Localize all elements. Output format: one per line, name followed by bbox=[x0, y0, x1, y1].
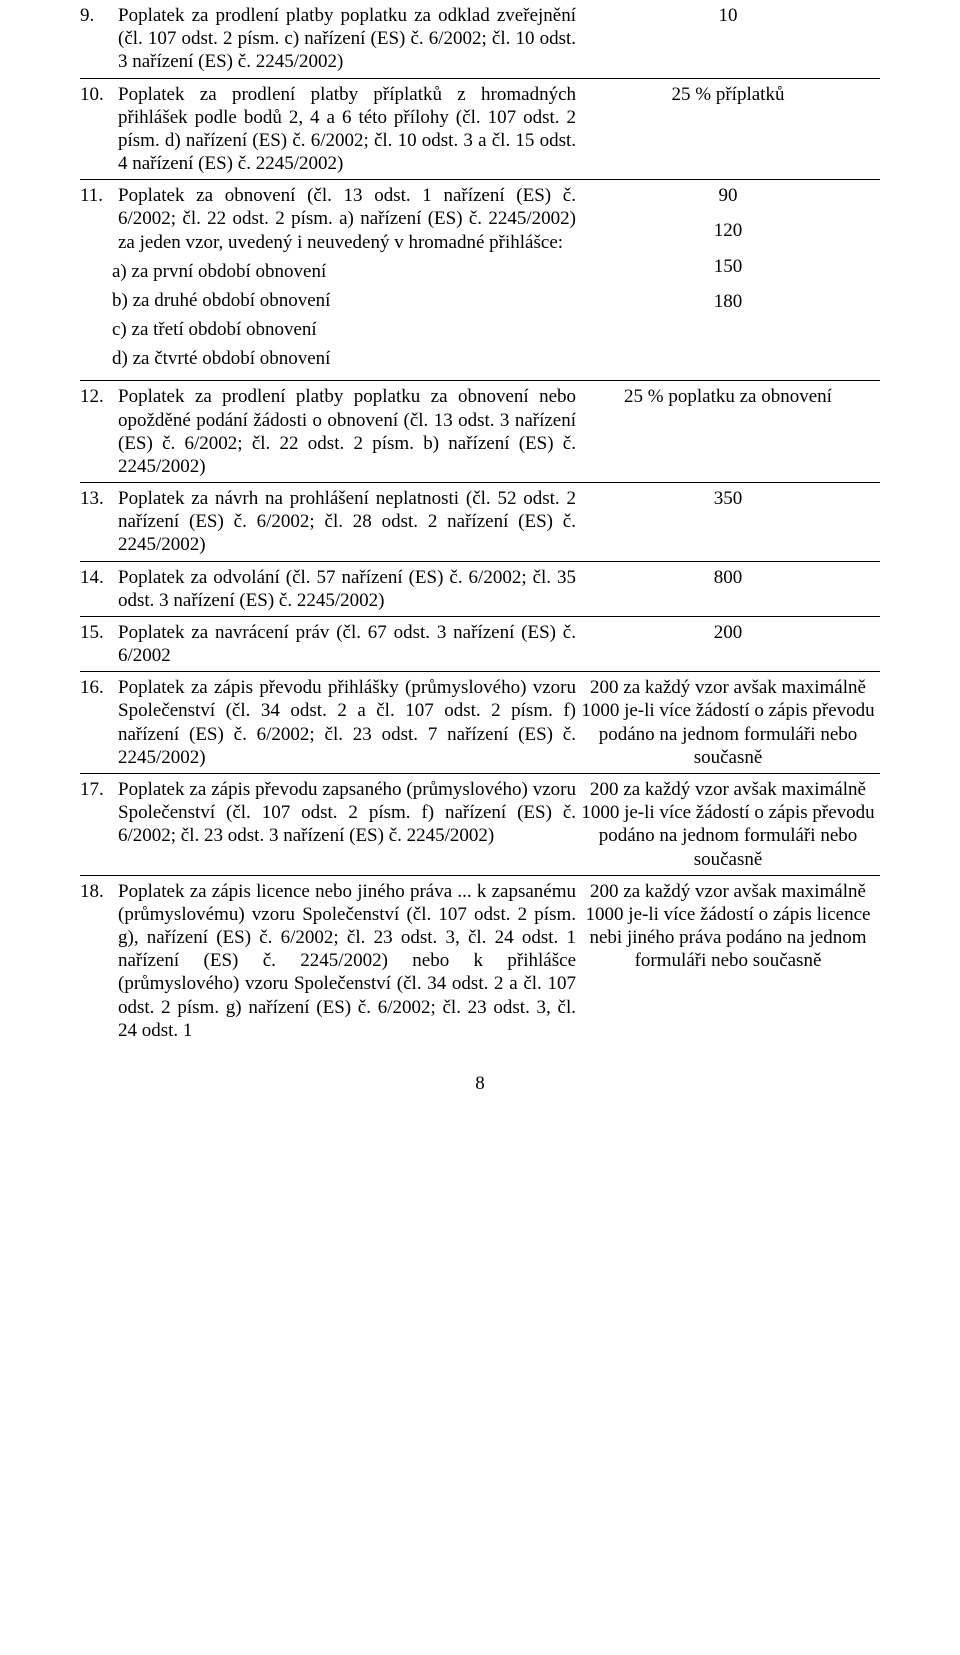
item-number: 11. bbox=[80, 184, 112, 254]
item-value: 200 za každý vzor avšak maximálně 1000 j… bbox=[576, 880, 880, 973]
sub-item: a) za první období obnovení bbox=[112, 260, 576, 283]
item-number: 17. bbox=[80, 778, 112, 848]
table-row: 18. Poplatek za zápis licence nebo jinéh… bbox=[80, 875, 880, 1046]
page: 9. Poplatek za prodlení platby poplatku … bbox=[0, 0, 960, 1135]
item-text: Poplatek za prodlení platby poplatku za … bbox=[118, 385, 576, 478]
item-value: 200 bbox=[576, 621, 880, 644]
item-value: 10 bbox=[576, 4, 880, 27]
table-row: 16. Poplatek za zápis převodu přihlášky … bbox=[80, 672, 880, 774]
item-number: 10. bbox=[80, 83, 112, 176]
table-row: 17. Poplatek za zápis převodu zapsaného … bbox=[80, 773, 880, 875]
item-text: Poplatek za prodlení platby poplatku za … bbox=[118, 4, 576, 74]
item-value: 200 za každý vzor avšak maximálně 1000 j… bbox=[576, 778, 880, 871]
fee-table: 9. Poplatek za prodlení platby poplatku … bbox=[80, 0, 880, 1046]
item-number: 14. bbox=[80, 566, 112, 612]
sub-value: 120 bbox=[576, 219, 880, 242]
item-number: 13. bbox=[80, 487, 112, 557]
item-text: Poplatek za obnovení (čl. 13 odst. 1 nař… bbox=[118, 184, 576, 254]
table-row: 13. Poplatek za návrh na prohlášení nepl… bbox=[80, 483, 880, 562]
table-row: 11. Poplatek za obnovení (čl. 13 odst. 1… bbox=[80, 180, 880, 381]
page-number: 8 bbox=[80, 1072, 880, 1095]
item-text: Poplatek za navrácení práv (čl. 67 odst.… bbox=[118, 621, 576, 667]
table-row: 12. Poplatek za prodlení platby poplatku… bbox=[80, 381, 880, 483]
sub-item: c) za třetí období obnovení bbox=[112, 318, 576, 341]
item-value: 200 za každý vzor avšak maximálně 1000 j… bbox=[576, 676, 880, 769]
item-value: 800 bbox=[576, 566, 880, 589]
item-text: Poplatek za odvolání (čl. 57 nařízení (E… bbox=[118, 566, 576, 612]
sub-item: b) za druhé období obnovení bbox=[112, 289, 576, 312]
item-number: 15. bbox=[80, 621, 112, 667]
table-row: 9. Poplatek za prodlení platby poplatku … bbox=[80, 0, 880, 78]
table-row: 10. Poplatek za prodlení platby příplatk… bbox=[80, 78, 880, 180]
sub-items: a) za první období obnovení b) za druhé … bbox=[80, 260, 576, 371]
sub-value: 90 bbox=[576, 184, 880, 207]
item-text: Poplatek za zápis licence nebo jiného pr… bbox=[118, 880, 576, 1042]
table-row: 14. Poplatek za odvolání (čl. 57 nařízen… bbox=[80, 561, 880, 616]
item-number: 12. bbox=[80, 385, 112, 478]
item-number: 16. bbox=[80, 676, 112, 769]
item-number: 9. bbox=[80, 4, 112, 74]
item-text: Poplatek za zápis převodu zapsaného (prů… bbox=[118, 778, 576, 848]
table-row: 15. Poplatek za navrácení práv (čl. 67 o… bbox=[80, 616, 880, 671]
item-value: 350 bbox=[576, 487, 880, 510]
sub-item: d) za čtvrté období obnovení bbox=[112, 347, 576, 370]
item-text: Poplatek za návrh na prohlášení neplatno… bbox=[118, 487, 576, 557]
sub-value: 150 bbox=[576, 255, 880, 278]
sub-value: 180 bbox=[576, 290, 880, 313]
item-number: 18. bbox=[80, 880, 112, 1042]
item-value: 25 % příplatků bbox=[576, 83, 880, 106]
item-text: Poplatek za prodlení platby příplatků z … bbox=[118, 83, 576, 176]
item-text: Poplatek za zápis převodu přihlášky (prů… bbox=[118, 676, 576, 769]
item-value: 25 % poplatku za obnovení bbox=[576, 385, 880, 408]
